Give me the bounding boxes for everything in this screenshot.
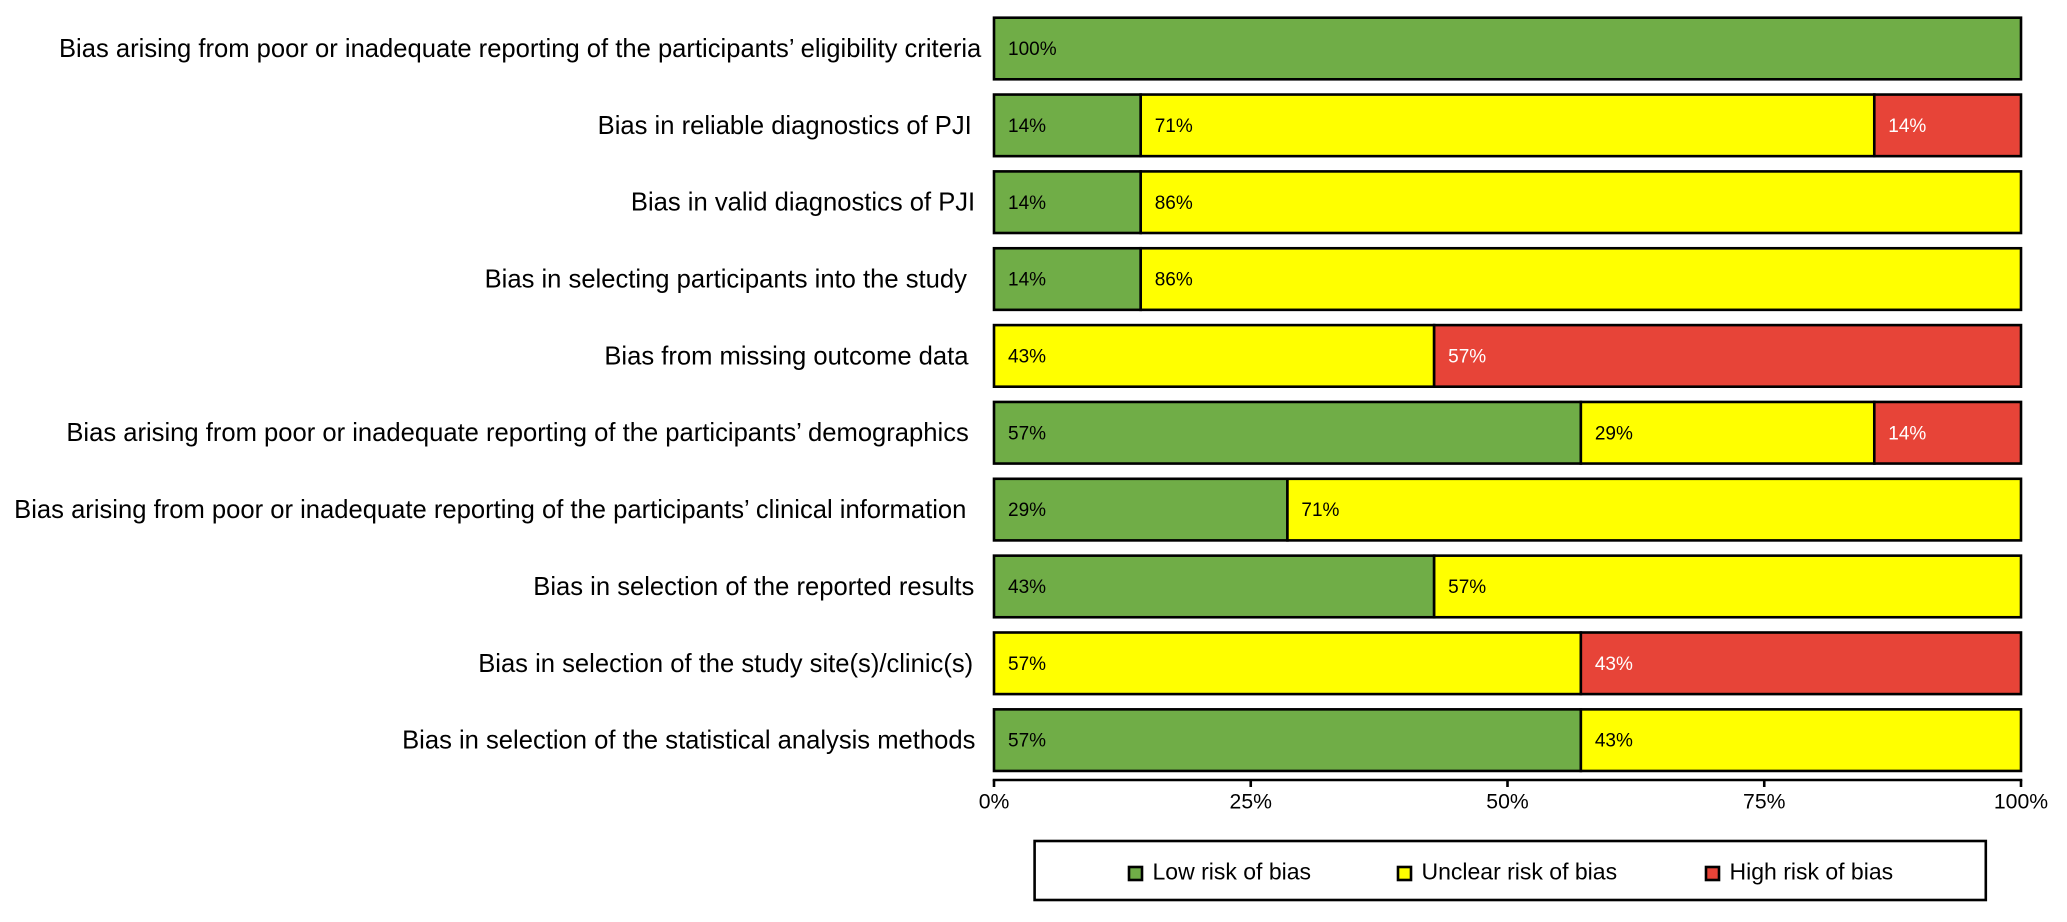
svg-text:Bias in selection of the study: Bias in selection of the study site(s)/c… bbox=[478, 650, 973, 678]
svg-text:Bias arising from poor or inad: Bias arising from poor or inadequate rep… bbox=[66, 419, 968, 447]
svg-text:Bias in reliable diagnostics o: Bias in reliable diagnostics of PJI bbox=[598, 112, 972, 140]
svg-text:Bias in selection of the repor: Bias in selection of the reported result… bbox=[533, 573, 974, 601]
svg-text:100%: 100% bbox=[1008, 39, 1057, 60]
svg-text:29%: 29% bbox=[1008, 500, 1046, 521]
svg-text:57%: 57% bbox=[1008, 654, 1046, 675]
svg-text:50%: 50% bbox=[1486, 791, 1529, 814]
svg-text:57%: 57% bbox=[1008, 731, 1046, 752]
svg-text:43%: 43% bbox=[1595, 654, 1633, 675]
svg-text:57%: 57% bbox=[1448, 577, 1486, 598]
svg-text:29%: 29% bbox=[1595, 423, 1633, 444]
svg-text:High risk of bias: High risk of bias bbox=[1730, 859, 1894, 885]
svg-text:Low risk of bias: Low risk of bias bbox=[1153, 859, 1312, 885]
svg-text:71%: 71% bbox=[1155, 116, 1193, 137]
svg-text:86%: 86% bbox=[1155, 193, 1193, 214]
svg-text:Bias from missing outcome data: Bias from missing outcome data bbox=[604, 342, 969, 370]
svg-text:14%: 14% bbox=[1888, 116, 1926, 137]
svg-text:Bias in selection of the stati: Bias in selection of the statistical ana… bbox=[402, 727, 975, 755]
svg-text:25%: 25% bbox=[1230, 791, 1273, 814]
svg-text:Bias arising from poor or inad: Bias arising from poor or inadequate rep… bbox=[14, 496, 966, 524]
svg-text:14%: 14% bbox=[1008, 116, 1046, 137]
svg-text:14%: 14% bbox=[1008, 270, 1046, 291]
svg-text:86%: 86% bbox=[1155, 270, 1193, 291]
svg-text:75%: 75% bbox=[1743, 791, 1786, 814]
svg-text:Unclear risk of bias: Unclear risk of bias bbox=[1422, 859, 1618, 885]
svg-text:14%: 14% bbox=[1888, 423, 1926, 444]
svg-text:57%: 57% bbox=[1448, 346, 1486, 367]
svg-text:0%: 0% bbox=[979, 791, 1010, 814]
svg-text:Bias in valid diagnostics of P: Bias in valid diagnostics of PJI bbox=[631, 189, 975, 217]
svg-text:57%: 57% bbox=[1008, 423, 1046, 444]
svg-text:14%: 14% bbox=[1008, 193, 1046, 214]
svg-text:43%: 43% bbox=[1008, 577, 1046, 598]
svg-text:Bias in selecting participants: Bias in selecting participants into the … bbox=[485, 266, 967, 294]
svg-text:43%: 43% bbox=[1595, 731, 1633, 752]
svg-text:43%: 43% bbox=[1008, 346, 1046, 367]
svg-text:Bias arising from poor or inad: Bias arising from poor or inadequate rep… bbox=[59, 35, 982, 63]
svg-text:71%: 71% bbox=[1301, 500, 1339, 521]
svg-text:100%: 100% bbox=[1994, 791, 2048, 814]
